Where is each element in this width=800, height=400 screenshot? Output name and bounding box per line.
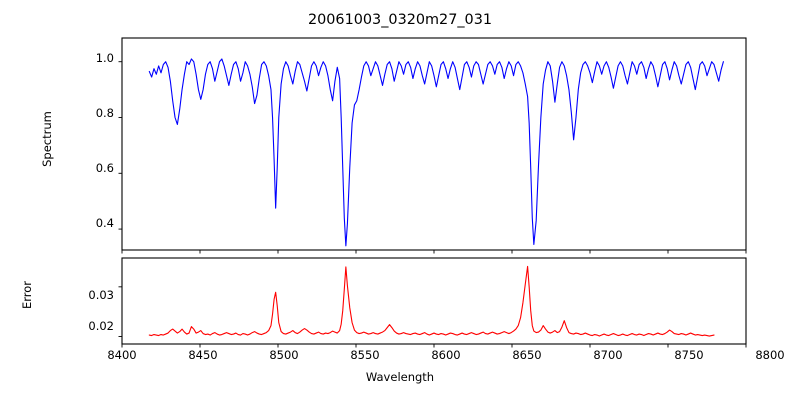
xtick-8600: 8600 xyxy=(431,348,461,362)
error-clip-group xyxy=(148,265,715,337)
spectrum-ytick-1.0: 1.0 xyxy=(95,51,114,65)
spectrum-ytick-0.8: 0.8 xyxy=(95,106,114,120)
tick-marks xyxy=(118,61,747,348)
xtick-8550: 8550 xyxy=(350,348,380,362)
xtick-8450: 8450 xyxy=(188,348,218,362)
error-line xyxy=(148,265,715,337)
spectrum-ytick-0.6: 0.6 xyxy=(95,161,114,175)
spectrum-line xyxy=(148,58,724,247)
figure-title: 20061003_0320m27_031 xyxy=(307,12,493,28)
xtick-8750: 8750 xyxy=(674,348,704,362)
xtick-8500: 8500 xyxy=(269,348,299,362)
error-panel-frame xyxy=(121,257,747,345)
spectrum-panel-frame xyxy=(121,37,747,251)
xtick-8700: 8700 xyxy=(593,348,623,362)
spectrum-clip-group xyxy=(148,58,724,247)
wavelength-axis-label: Wavelength xyxy=(365,370,435,384)
xtick-8400: 8400 xyxy=(107,348,137,362)
xtick-8650: 8650 xyxy=(512,348,542,362)
error-ytick-0.03: 0.03 xyxy=(88,288,114,302)
xtick-8800: 8800 xyxy=(755,348,785,362)
spectrum-ytick-0.4: 0.4 xyxy=(95,216,114,230)
error-ytick-0.02: 0.02 xyxy=(88,319,114,333)
